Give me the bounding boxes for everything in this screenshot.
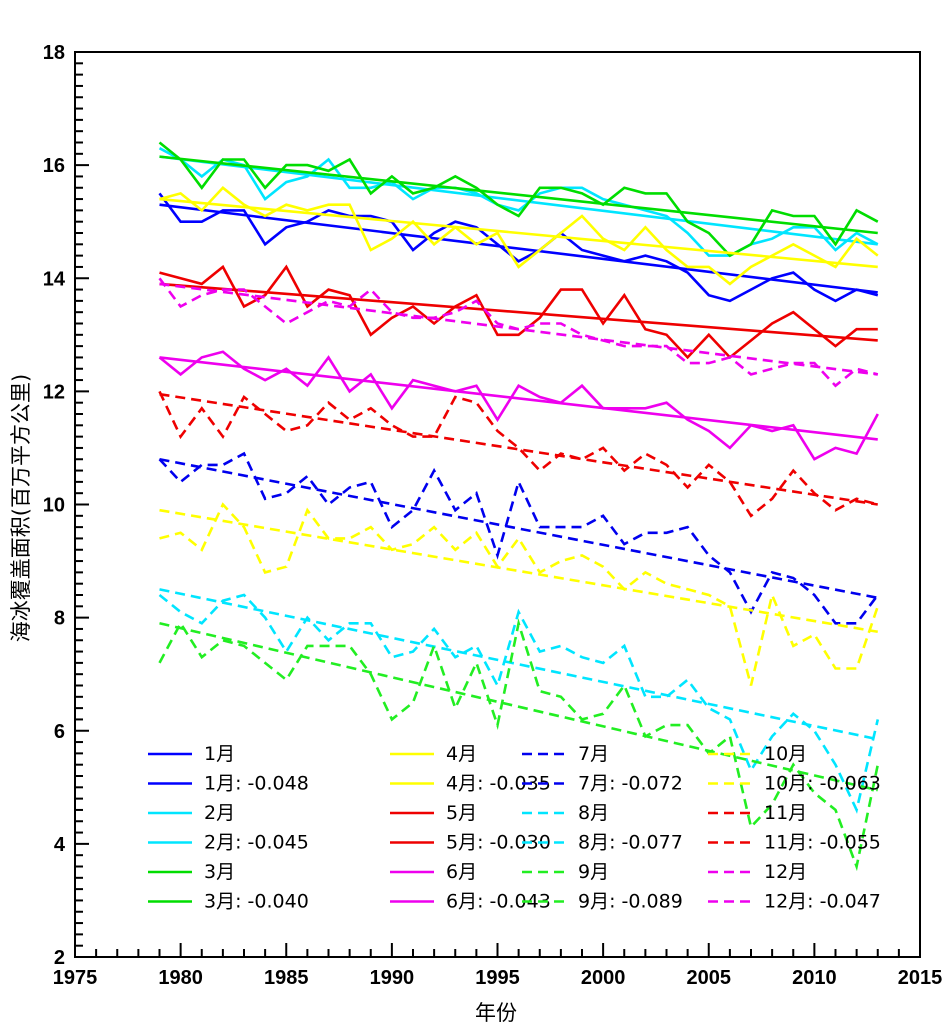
legend-label: 9月 xyxy=(578,861,609,883)
series-line-8 xyxy=(158,593,880,814)
legend-label: 7月: -0.072 xyxy=(578,773,683,795)
legend-label: 6月: -0.043 xyxy=(446,891,551,913)
legend-label: 9月: -0.089 xyxy=(578,891,683,913)
trend-line-12 xyxy=(159,282,878,376)
trend-line-8 xyxy=(159,588,879,741)
y-tick-label: 16 xyxy=(43,155,65,177)
x-tick-label: 1990 xyxy=(370,967,415,989)
legend-label: 4月 xyxy=(446,743,477,765)
x-tick-label: 1980 xyxy=(158,967,203,989)
x-tick-label: 1975 xyxy=(53,967,98,989)
trend-line-5 xyxy=(159,282,878,342)
legend-label: 2月: -0.045 xyxy=(204,832,309,854)
trend-line-11 xyxy=(159,392,878,506)
y-tick-label: 18 xyxy=(43,42,65,64)
trend-line-3 xyxy=(159,155,878,235)
y-axis-title: 海冰覆盖面积(百万平方公里) xyxy=(9,374,33,642)
trend-line-9 xyxy=(159,622,879,792)
series-line-3 xyxy=(158,141,879,258)
y-tick-label: 2 xyxy=(54,947,65,969)
legend-label: 5月 xyxy=(446,802,477,824)
y-tick-label: 12 xyxy=(43,381,65,403)
legend-label: 8月: -0.077 xyxy=(578,832,683,854)
series-line-7 xyxy=(158,451,879,625)
series-line-9 xyxy=(158,618,880,872)
legend-label: 10月 xyxy=(764,743,807,765)
trend-line-10 xyxy=(159,508,878,634)
legend-label: 6月 xyxy=(446,861,477,883)
legend-label: 8月 xyxy=(578,802,609,824)
y-tick-label: 8 xyxy=(54,608,65,630)
trend-line-7 xyxy=(159,457,878,600)
legend-label: 7月 xyxy=(578,743,609,765)
legend-label: 12月: -0.047 xyxy=(764,891,881,913)
trend-line-2 xyxy=(159,155,878,246)
x-axis-title: 年份 xyxy=(475,1001,517,1025)
legend: 1月 1月: -0.048 2月 2月: -0.045 3月 3月: -0.040 4月 4月… xyxy=(148,743,881,913)
trend-line-1 xyxy=(159,203,878,294)
series-layer xyxy=(158,141,880,872)
series-line-11 xyxy=(158,390,879,518)
legend-label: 3月 xyxy=(204,861,235,883)
legend-label: 3月: -0.040 xyxy=(204,891,309,913)
series-line-6 xyxy=(158,350,879,461)
x-tick-label: 2015 xyxy=(898,967,943,989)
legend-label: 2月 xyxy=(204,802,235,824)
series-line-5 xyxy=(159,264,878,360)
series-line-1 xyxy=(158,192,879,303)
series-line-2 xyxy=(158,147,879,257)
x-tick-label: 1995 xyxy=(475,967,520,989)
x-tick-label: 2010 xyxy=(792,967,837,989)
trend-line-6 xyxy=(159,356,878,441)
y-tick-label: 14 xyxy=(43,268,66,290)
x-tick-label: 2005 xyxy=(687,967,732,989)
legend-label: 10月: -0.063 xyxy=(764,773,881,795)
legend-label: 12月 xyxy=(764,861,807,883)
legend-label: 5月: -0.030 xyxy=(446,832,551,854)
x-tick-label: 1985 xyxy=(264,967,309,989)
legend-label: 1月 xyxy=(204,743,235,765)
axes-layer: 1975 1980 1985 1990 1995 2000 2005 2010 2015 2 4 6 8… xyxy=(43,42,943,989)
legend-label: 1月: -0.048 xyxy=(204,773,309,795)
legend-label: 11月: -0.055 xyxy=(764,832,881,854)
x-tick-label: 2000 xyxy=(581,967,626,989)
legend-label: 4月: -0.035 xyxy=(446,773,551,795)
trend-line-4 xyxy=(159,197,878,269)
legend-label: 11月 xyxy=(764,802,807,824)
y-tick-label: 10 xyxy=(43,495,65,517)
series-line-10 xyxy=(159,502,880,686)
series-line-4 xyxy=(159,186,879,286)
y-tick-label: 4 xyxy=(54,834,66,856)
y-tick-label: 6 xyxy=(54,721,65,743)
